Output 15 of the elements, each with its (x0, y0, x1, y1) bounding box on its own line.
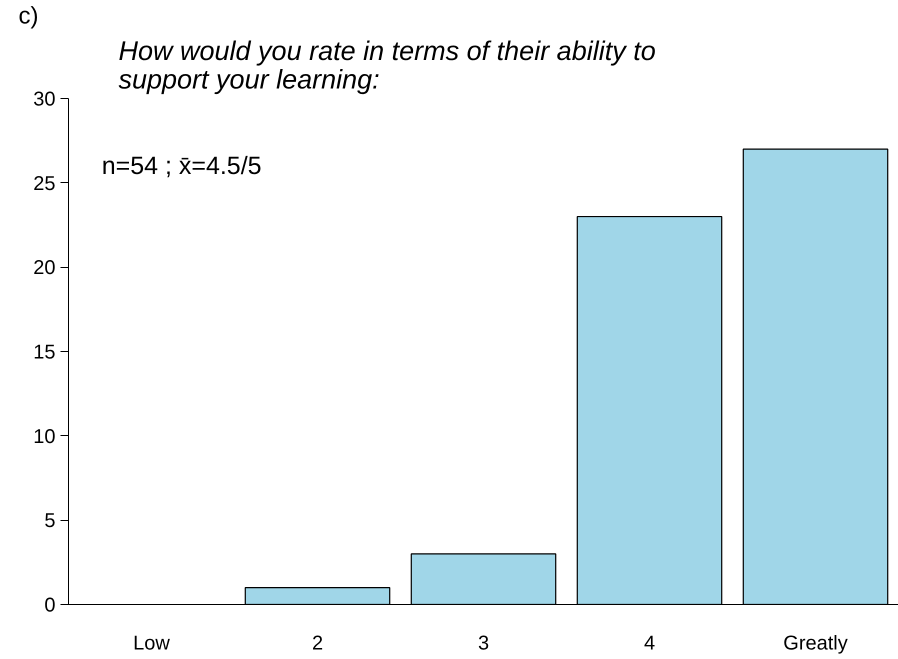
x-tick-label: Greatly (783, 632, 848, 654)
x-tick-label: Low (133, 632, 170, 654)
annotation: n=54 ; x̄=4.5/5 (102, 152, 262, 180)
y-tick-label: 15 (33, 342, 56, 364)
chart-title: How would you rate in terms of their ability to support your learning: (118, 36, 656, 94)
text: c) (18, 2, 38, 30)
y-tick-label: 30 (33, 88, 56, 110)
y-tick-label: 25 (33, 172, 56, 195)
y-tick-label: 5 (44, 510, 56, 532)
x-tick-label: 4 (644, 632, 656, 654)
x-tick-label: 3 (478, 632, 490, 654)
y-tick-label: 20 (33, 257, 56, 280)
y-tick-label: 10 (33, 426, 56, 448)
x-tick-label: 2 (312, 632, 324, 654)
y-tick-label: 0 (44, 594, 56, 616)
